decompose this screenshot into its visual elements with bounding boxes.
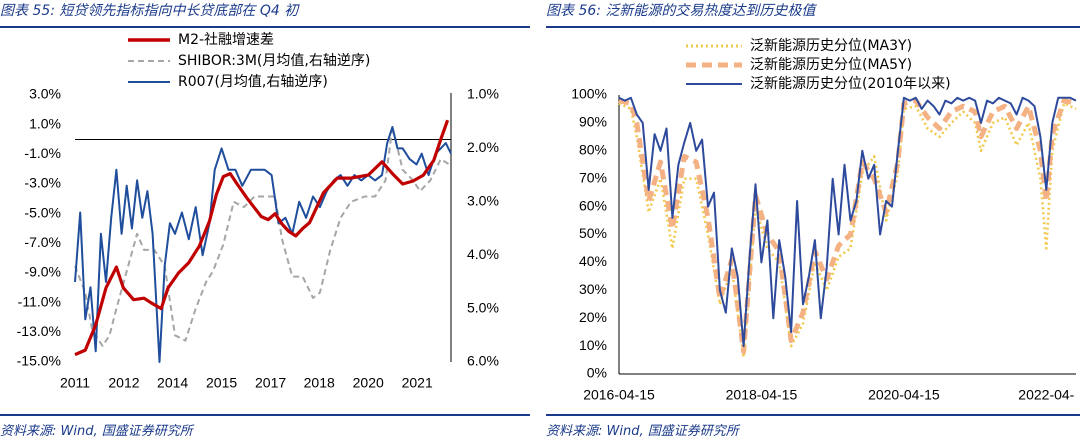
series-line	[618, 102, 1077, 359]
figure-55-title: 图表 55: 短贷领先指标指向中长贷底部在 Q4 初	[0, 3, 299, 19]
y-left-tick-label: -3.0%	[24, 175, 61, 191]
x-tick-label: 2018	[304, 375, 335, 391]
series-line	[74, 119, 450, 357]
y-left-tick-label: 3.0%	[29, 86, 61, 102]
figure-55-source: 资料来源: Wind, 国盛证券研究所	[0, 424, 193, 439]
y-left-tick-label: -11.0%	[18, 293, 61, 309]
y-right-tick-label: 2.0%	[467, 139, 499, 155]
figure-56-title: 图表 56: 泛新能源的交易热度达到历史极值	[546, 3, 816, 19]
figure-56-source: 资料来源: Wind, 国盛证券研究所	[546, 424, 739, 439]
y-tick-label: 60%	[579, 197, 607, 213]
y-tick-label: 10%	[579, 337, 607, 353]
y-left-tick-label: -5.0%	[24, 204, 61, 220]
y-left-tick-label: -1.0%	[24, 145, 61, 161]
x-tick-label: 2012	[108, 375, 139, 391]
y-right-tick-label: 3.0%	[467, 193, 499, 209]
y-right-tick-label: 1.0%	[467, 86, 499, 102]
y-tick-label: 100%	[571, 86, 607, 102]
chart-55: 3.0% 1.0% -1.0% -3.0% -5.0% -7.0% -9.0% -11.0% -…	[17, 32, 499, 391]
x-tick-label: 2022-04-	[1018, 387, 1074, 403]
figure-55-top-rule	[0, 26, 530, 28]
y-tick-label: 50%	[579, 225, 607, 241]
y-right-tick-label: 4.0%	[467, 246, 499, 262]
y-tick-label: 30%	[579, 281, 607, 297]
legend-label: 泛新能源历史分位(MA3Y)	[750, 38, 912, 54]
y-tick-label: 40%	[579, 253, 607, 269]
x-tick-label: 2020-04-15	[868, 387, 940, 403]
x-tick-label: 2021	[402, 375, 433, 391]
x-tick-label: 2015	[206, 375, 237, 391]
y-left-tick-label: -7.0%	[24, 234, 61, 250]
figure-55: 图表 55: 短贷领先指标指向中长贷底部在 Q4 初 3.0% 1.0% -1.0%…	[0, 0, 530, 441]
legend-label: 泛新能源历史分位(MA5Y)	[750, 57, 912, 73]
y-left-tick-label: -9.0%	[24, 264, 61, 280]
legend-label: M2-社融增速差	[178, 32, 274, 48]
y-tick-label: 70%	[579, 169, 607, 185]
y-right-tick-label: 6.0%	[467, 353, 499, 369]
y-left-tick-label: -15.0%	[17, 353, 61, 369]
y-tick-label: 0%	[587, 365, 607, 381]
series-line	[74, 126, 452, 363]
x-tick-label: 2017	[255, 375, 286, 391]
x-tick-label: 2020	[353, 375, 384, 391]
x-tick-label: 2016-04-15	[583, 387, 655, 403]
legend-label: 泛新能源历史分位(2010年以来)	[750, 76, 951, 92]
y-tick-label: 20%	[579, 309, 607, 325]
chart-56: 100% 90% 80% 70% 60% 50% 40% 30% 20% 10% 0% 2016-04…	[571, 38, 1077, 403]
x-tick-label: 2011	[60, 375, 90, 391]
figure-56: 图表 56: 泛新能源的交易热度达到历史极值 100% 90% 80% 70% 60% 5…	[546, 0, 1080, 441]
y-tick-label: 80%	[579, 142, 607, 158]
y-tick-label: 90%	[579, 114, 607, 130]
figure-56-bottom-rule	[546, 414, 1080, 416]
x-tick-label: 2014	[157, 375, 188, 391]
figure-56-top-rule	[546, 26, 1080, 28]
y-right-tick-label: 5.0%	[467, 299, 499, 315]
figure-55-bottom-rule	[0, 414, 530, 416]
series-line	[618, 98, 1077, 355]
legend-label: SHIBOR:3M(月均值,右轴逆序)	[178, 53, 370, 69]
x-tick-label: 2018-04-15	[726, 387, 798, 403]
y-left-tick-label: 1.0%	[29, 115, 61, 131]
y-left-tick-label: -13.0%	[17, 323, 61, 339]
series-line	[74, 126, 450, 347]
legend-label: R007(月均值,右轴逆序)	[178, 74, 328, 90]
series-line	[618, 96, 1077, 348]
